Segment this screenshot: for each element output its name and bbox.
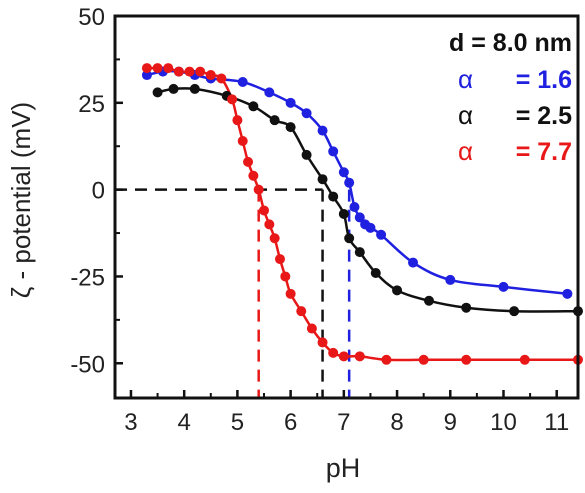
data-point [338, 167, 349, 178]
y-axis-label: ζ - potential (mV) [6, 102, 36, 298]
data-point [562, 288, 573, 299]
y-axis-ticks: 50 25 0 -25 -50 [70, 4, 123, 378]
reference-lines [115, 188, 351, 398]
data-point [168, 83, 179, 94]
data-point [328, 347, 339, 358]
data-point [248, 101, 259, 112]
data-point [189, 83, 200, 94]
y-tick-label: 0 [92, 178, 105, 205]
legend-symbol: α [458, 100, 473, 130]
data-point [498, 281, 509, 292]
data-point [354, 351, 365, 362]
legend: d = 8.0 nm α = 1.6 α = 2.5 α = 7.7 [449, 29, 572, 166]
x-tick-label: 9 [444, 409, 457, 436]
x-tick-label: 11 [544, 409, 569, 436]
data-point [280, 271, 291, 282]
data-point [184, 66, 195, 77]
y-tick-label: 50 [78, 4, 105, 31]
data-point [141, 70, 152, 81]
data-point [163, 63, 174, 74]
series-points [141, 63, 583, 365]
x-tick-label: 8 [390, 409, 403, 436]
data-point [328, 191, 339, 202]
data-point [253, 184, 264, 195]
legend-header: d = 8.0 nm [449, 29, 572, 57]
data-point [216, 73, 227, 84]
data-point [328, 146, 339, 157]
data-point [232, 115, 243, 126]
legend-value: = 2.5 [516, 102, 572, 130]
data-point [264, 87, 275, 98]
data-point [344, 233, 355, 244]
data-point [152, 87, 163, 98]
data-point [173, 66, 184, 77]
legend-value: = 1.6 [516, 66, 572, 94]
data-point [317, 337, 328, 348]
data-point [237, 76, 248, 87]
x-tick-label: 5 [231, 409, 244, 436]
data-point [248, 170, 259, 181]
y-tick-label: -50 [70, 351, 105, 378]
x-tick-label: 7 [337, 409, 350, 436]
data-point [344, 177, 355, 188]
x-tick-label: 6 [284, 409, 297, 436]
x-tick-label: 4 [178, 409, 191, 436]
legend-value: = 7.7 [516, 138, 572, 166]
data-point [354, 212, 365, 223]
data-point [445, 274, 456, 285]
y-tick-label: -25 [70, 264, 105, 291]
data-point [269, 233, 280, 244]
data-point [285, 288, 296, 299]
data-point [354, 247, 365, 258]
data-point [381, 354, 392, 365]
data-point [423, 295, 434, 306]
data-point [338, 208, 349, 219]
data-point [365, 222, 376, 233]
data-point [274, 254, 285, 265]
data-point [317, 174, 328, 185]
data-point [461, 302, 472, 313]
data-point [269, 115, 280, 126]
data-point [285, 97, 296, 108]
series-line [146, 69, 568, 296]
data-point [141, 63, 152, 74]
x-tick-label: 3 [124, 409, 137, 436]
data-point [296, 306, 307, 317]
data-point [237, 136, 248, 147]
data-point [317, 125, 328, 136]
data-point [285, 122, 296, 133]
data-point [205, 70, 216, 81]
y-tick-label: 25 [78, 91, 105, 118]
data-point [418, 354, 429, 365]
data-point [227, 94, 238, 105]
x-axis-label: pH [326, 453, 361, 483]
data-point [259, 205, 270, 216]
data-point [301, 108, 312, 119]
data-point [392, 285, 403, 296]
data-point [195, 66, 206, 77]
x-tick-label: 10 [490, 409, 517, 436]
data-point [301, 149, 312, 160]
data-point [349, 202, 360, 212]
data-point [509, 306, 520, 317]
legend-symbol: α [458, 64, 473, 94]
data-point [338, 351, 349, 362]
data-point [152, 63, 163, 74]
plot-frame [113, 14, 580, 400]
data-point [243, 156, 254, 167]
data-point [519, 354, 530, 365]
data-point [376, 229, 387, 240]
legend-symbol: α [458, 136, 473, 166]
data-point [306, 323, 317, 334]
data-point [264, 219, 275, 230]
data-point [461, 354, 472, 365]
data-point [370, 267, 381, 278]
x-axis-ticks: 3 4 5 6 7 8 9 10 11 [124, 390, 569, 436]
data-point [408, 257, 419, 268]
